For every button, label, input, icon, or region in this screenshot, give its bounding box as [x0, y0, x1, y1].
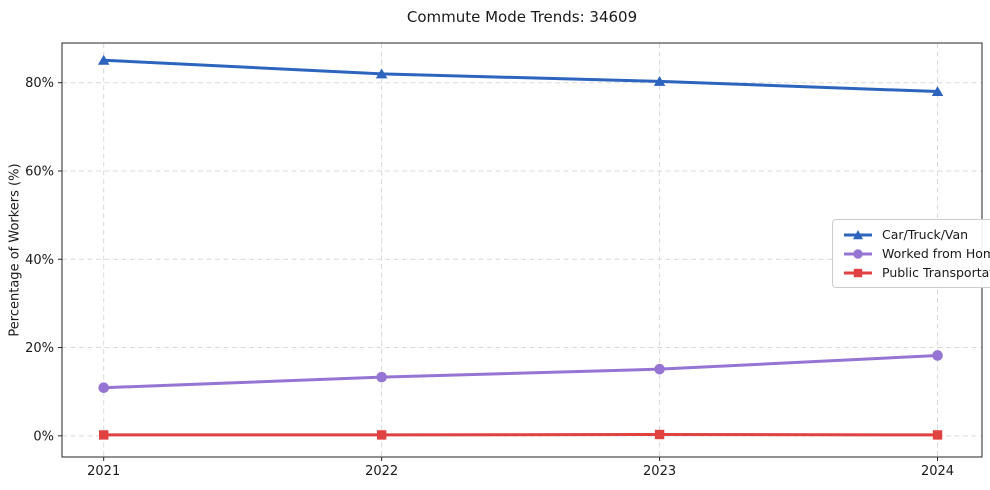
data-point-worked-from-home — [98, 382, 109, 394]
series-line-car-truck-van — [102, 58, 940, 94]
y-tick-label: 80% — [25, 76, 54, 91]
y-tick-label: 40% — [25, 253, 54, 268]
x-tick-label: 2022 — [365, 464, 398, 479]
legend-label: Car/Truck/Van — [882, 227, 969, 242]
legend-item-worked-from-home: Worked from Home — [842, 245, 990, 262]
data-point-public-transportation — [376, 430, 387, 440]
legend-triangle-marker-icon — [844, 229, 872, 239]
data-point-public-transportation — [98, 430, 109, 440]
data-point-car-truck-van — [931, 86, 944, 97]
x-tick-label: 2024 — [921, 464, 954, 479]
y-tick-label: 20% — [25, 341, 54, 356]
x-tick-label: 2021 — [87, 464, 120, 479]
chart-title: Commute Mode Trends: 34609 — [406, 8, 638, 26]
legend-label: Worked from Home — [882, 246, 990, 261]
y-tick-label: 0% — [33, 429, 54, 444]
data-point-car-truck-van — [97, 54, 110, 65]
data-point-public-transportation — [654, 429, 665, 440]
data-point-car-truck-van — [375, 68, 388, 79]
data-point-worked-from-home — [376, 371, 387, 383]
legend-label: Public Transportation — [882, 265, 990, 280]
data-point-car-truck-van — [653, 75, 666, 86]
legend-item-public-transportation: Public Transportation — [842, 264, 990, 281]
x-tick-label: 2023 — [643, 464, 676, 479]
series-line-worked-from-home — [102, 353, 940, 390]
legend-circle-marker-icon — [844, 248, 872, 259]
legend-item-car-truck-van: Car/Truck/Van — [842, 226, 990, 243]
data-point-public-transportation — [932, 430, 943, 440]
data-point-worked-from-home — [932, 350, 943, 361]
data-point-worked-from-home — [654, 363, 665, 375]
legend-square-marker-icon — [844, 268, 872, 277]
y-tick-label: 60% — [25, 164, 54, 179]
legend: Car/Truck/Van Worked from Home Public Tran… — [832, 219, 990, 288]
